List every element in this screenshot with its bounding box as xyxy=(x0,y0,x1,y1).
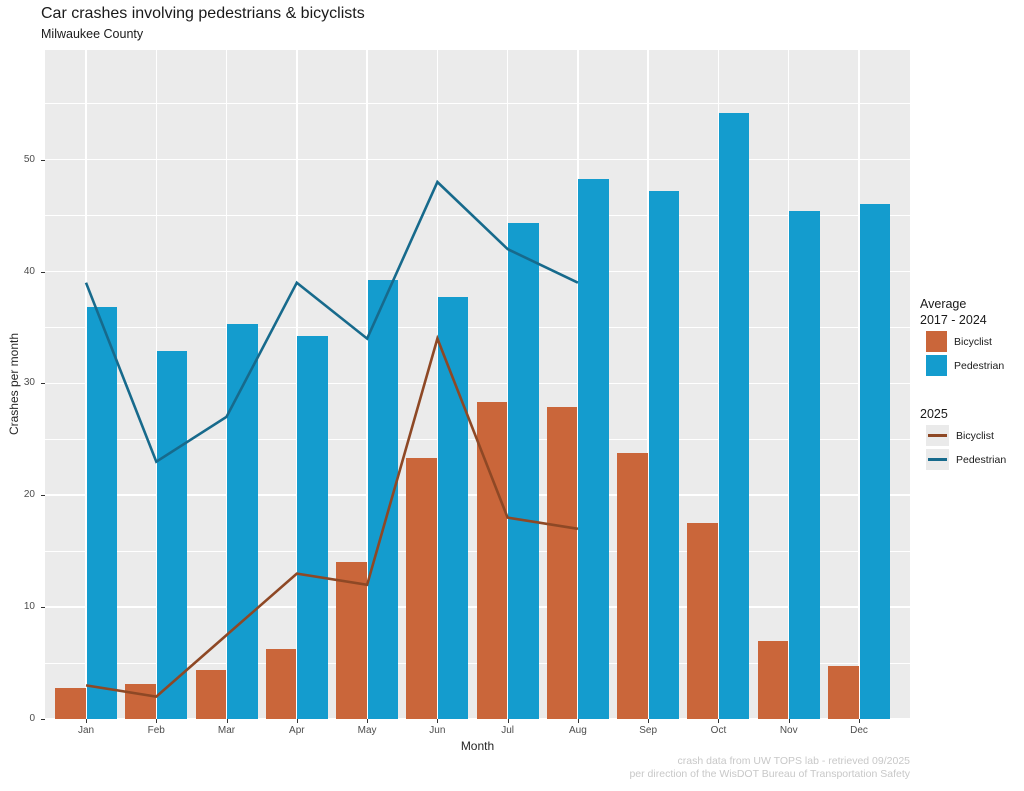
bar-average-2017-2024-pedestrian-Sep xyxy=(648,190,680,719)
bar-average-2017-2024-bicyclist-Nov xyxy=(757,640,789,719)
gridline-x-Jun xyxy=(436,50,439,719)
bar-average-2017-2024-pedestrian-Mar xyxy=(227,324,258,719)
chart-title: Car crashes involving pedestrians & bicy… xyxy=(41,5,365,22)
legend-item-2025-bicyclist: Bicyclist xyxy=(920,425,1024,446)
x-tick-label-Mar: Mar xyxy=(217,725,236,736)
caption-line-2: per direction of the WisDOT Bureau of Tr… xyxy=(629,768,910,780)
y-tick-mark-50 xyxy=(41,159,45,161)
bar-average-2017-2024-pedestrian-Aug xyxy=(578,178,609,719)
x-tick-label-Feb: Feb xyxy=(147,725,165,736)
legend-group1-title: Average 2017 - 2024 xyxy=(920,297,987,327)
legend-group2-title: 2025 xyxy=(920,407,948,421)
bar-average-2017-2024-bicyclist-Feb xyxy=(125,684,156,719)
gridline-y-50 xyxy=(45,158,910,161)
x-tick-label-Apr: Apr xyxy=(289,725,305,736)
x-tick-label-Oct: Oct xyxy=(710,725,727,736)
gridline-x-Nov xyxy=(788,50,790,719)
gridline-y-35 xyxy=(45,326,910,328)
bar-average-2017-2024-pedestrian-Jul xyxy=(508,223,539,719)
bar-average-2017-2024-pedestrian-Oct xyxy=(718,112,750,719)
x-tick-mark-Apr xyxy=(296,719,298,723)
gridline-y-40 xyxy=(45,270,910,273)
pedestrian-swatch-icon xyxy=(926,355,947,376)
y-tick-mark-0 xyxy=(41,719,45,720)
bar-average-2017-2024-bicyclist-May xyxy=(336,562,367,719)
bar-average-2017-2024-pedestrian-Dec xyxy=(859,204,890,719)
gridline-x-Mar xyxy=(225,50,228,719)
x-tick-label-Jun: Jun xyxy=(429,725,446,736)
bar-average-2017-2024-bicyclist-Jan xyxy=(55,687,86,719)
bar-average-2017-2024-bicyclist-Dec xyxy=(828,666,859,719)
bar-average-2017-2024-bicyclist-Sep xyxy=(617,452,648,719)
chart-subtitle: Milwaukee County xyxy=(41,27,144,41)
x-tick-mark-Mar xyxy=(226,719,228,723)
x-axis-title: Month xyxy=(460,739,495,753)
y-tick-mark-10 xyxy=(41,607,45,609)
bar-average-2017-2024-pedestrian-Feb xyxy=(156,350,188,719)
y-tick-label-30: 30 xyxy=(23,377,35,389)
line-2025-bicyclist xyxy=(85,334,579,698)
x-tick-mark-Oct xyxy=(718,719,720,723)
gridline-x-May xyxy=(366,50,368,719)
caption-line-1: crash data from UW TOPS lab - retrieved … xyxy=(677,755,910,767)
gridline-x-Sep xyxy=(647,50,649,719)
x-tick-mark-Jun xyxy=(437,719,439,723)
gridline-x-Apr xyxy=(296,50,298,719)
bar-average-2017-2024-pedestrian-Nov xyxy=(789,211,820,719)
bar-average-2017-2024-bicyclist-Aug xyxy=(546,406,578,719)
bar-average-2017-2024-bicyclist-Jul xyxy=(476,402,508,719)
y-tick-label-20: 20 xyxy=(23,489,35,501)
bar-average-2017-2024-pedestrian-Apr xyxy=(297,336,328,719)
legend-item-avg-pedestrian: Pedestrian xyxy=(920,355,1024,376)
legend-item-2025-pedestrian: Pedestrian xyxy=(920,449,1024,470)
y-tick-label-0: 0 xyxy=(29,713,35,724)
gridline-x-Feb xyxy=(155,50,157,719)
legend: Average 2017 - 2024 Bicyclist Pedestrian… xyxy=(920,296,1024,470)
x-tick-mark-Sep xyxy=(648,719,650,723)
x-tick-mark-Feb xyxy=(156,719,158,723)
bar-average-2017-2024-bicyclist-Mar xyxy=(195,669,227,719)
gridline-y-30 xyxy=(45,382,910,385)
y-tick-label-50: 50 xyxy=(23,153,35,165)
bar-average-2017-2024-pedestrian-May xyxy=(367,280,399,719)
bar-average-2017-2024-bicyclist-Jun xyxy=(406,458,437,719)
gridline-y-55 xyxy=(45,103,910,105)
bar-average-2017-2024-pedestrian-Jan xyxy=(86,307,117,719)
legend-item-avg-bicyclist: Bicyclist xyxy=(920,331,1024,352)
x-tick-label-May: May xyxy=(357,725,377,736)
x-tick-mark-Dec xyxy=(859,719,860,723)
gridline-x-Oct xyxy=(717,50,720,719)
x-tick-label-Jan: Jan xyxy=(77,725,95,736)
gridline-x-Dec xyxy=(858,50,860,719)
x-tick-mark-May xyxy=(367,719,369,723)
x-tick-mark-Jul xyxy=(507,719,509,723)
gridline-x-Jul xyxy=(506,50,509,719)
line-2025-pedestrian xyxy=(84,179,579,464)
bicyclist-line-icon xyxy=(928,434,947,437)
y-tick-mark-20 xyxy=(41,495,45,497)
bar-average-2017-2024-bicyclist-Oct xyxy=(687,523,718,719)
bar-average-2017-2024-pedestrian-Jun xyxy=(437,297,469,719)
x-tick-label-Aug: Aug xyxy=(569,725,587,736)
x-tick-mark-Aug xyxy=(577,719,579,723)
y-tick-label-10: 10 xyxy=(23,601,35,613)
x-tick-label-Nov: Nov xyxy=(779,725,798,736)
y-tick-mark-30 xyxy=(41,383,45,385)
lines-overlay xyxy=(84,179,579,698)
x-tick-label-Dec: Dec xyxy=(850,725,868,736)
x-tick-label-Jul: Jul xyxy=(501,725,515,736)
y-tick-label-40: 40 xyxy=(23,265,35,277)
gridline-x-Aug xyxy=(577,50,579,719)
bicyclist-swatch-icon xyxy=(926,331,947,352)
plot-panel xyxy=(45,50,910,719)
y-tick-mark-40 xyxy=(41,271,45,273)
gridline-x-Jan xyxy=(85,50,87,719)
x-tick-mark-Nov xyxy=(788,719,790,723)
x-tick-label-Sep: Sep xyxy=(639,725,658,736)
pedestrian-line-icon xyxy=(928,458,947,461)
bar-average-2017-2024-bicyclist-Apr xyxy=(265,648,297,719)
gridline-y-45 xyxy=(45,215,910,217)
x-tick-mark-Jan xyxy=(86,719,87,723)
